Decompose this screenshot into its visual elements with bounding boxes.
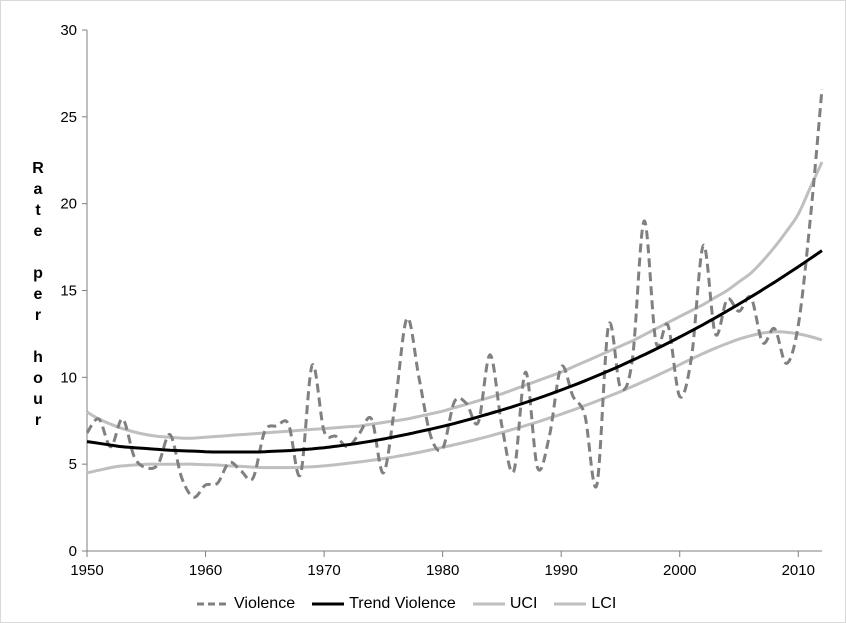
legend-item: Trend Violence — [311, 595, 456, 613]
y-axis-label-char: R — [32, 160, 44, 177]
x-tick-label: 2000 — [663, 562, 696, 579]
y-tick-label: 10 — [60, 369, 77, 386]
x-tick-label: 1950 — [70, 562, 103, 579]
legend-swatch — [472, 602, 505, 606]
series-line-uci — [86, 161, 824, 440]
x-tick-label: 2010 — [782, 562, 815, 579]
legend-label: Trend Violence — [349, 595, 456, 612]
series-line-lci — [86, 330, 823, 475]
legend-label: LCI — [591, 595, 617, 612]
legend-swatch — [197, 602, 229, 606]
y-axis-label-char — [28, 242, 48, 263]
y-tick-label: 20 — [60, 196, 77, 213]
legend-item: LCI — [553, 595, 616, 613]
y-tick-label: 15 — [60, 283, 77, 300]
series-line-trend-violence — [86, 249, 823, 454]
y-tick-label: 5 — [69, 456, 77, 473]
legend-label: Violence — [234, 595, 296, 612]
legend: Violence Trend Violence UCI LCI — [196, 592, 632, 616]
x-tick-label: 1990 — [545, 562, 578, 579]
y-axis-label-char: r — [34, 307, 42, 324]
y-axis-label-char: h — [33, 349, 43, 366]
legend-item: Violence — [196, 595, 295, 613]
y-axis-label-char: a — [33, 181, 43, 198]
y-axis-label-char: t — [35, 202, 41, 219]
y-axis-label-char: p — [33, 265, 43, 282]
y-axis-label-char: e — [33, 223, 43, 240]
x-tick-label: 1980 — [426, 562, 459, 579]
y-axis-label-char: r — [34, 412, 42, 429]
x-tick-label: 1970 — [307, 562, 340, 579]
y-axis-label-char: o — [33, 370, 43, 387]
legend-swatch — [312, 602, 345, 606]
legend-swatch — [554, 602, 587, 606]
y-tick-label: 30 — [60, 22, 77, 39]
y-tick-label: 25 — [60, 109, 77, 126]
legend-item: UCI — [472, 595, 538, 613]
x-tick-label: 1960 — [189, 562, 222, 579]
y-tick-label: 0 — [69, 543, 77, 560]
y-axis-label-char: u — [33, 391, 43, 408]
y-axis-label-char: e — [33, 286, 43, 303]
legend-label: UCI — [509, 595, 538, 612]
series-line-violence — [85, 88, 824, 499]
y-axis-label-char — [28, 326, 48, 347]
